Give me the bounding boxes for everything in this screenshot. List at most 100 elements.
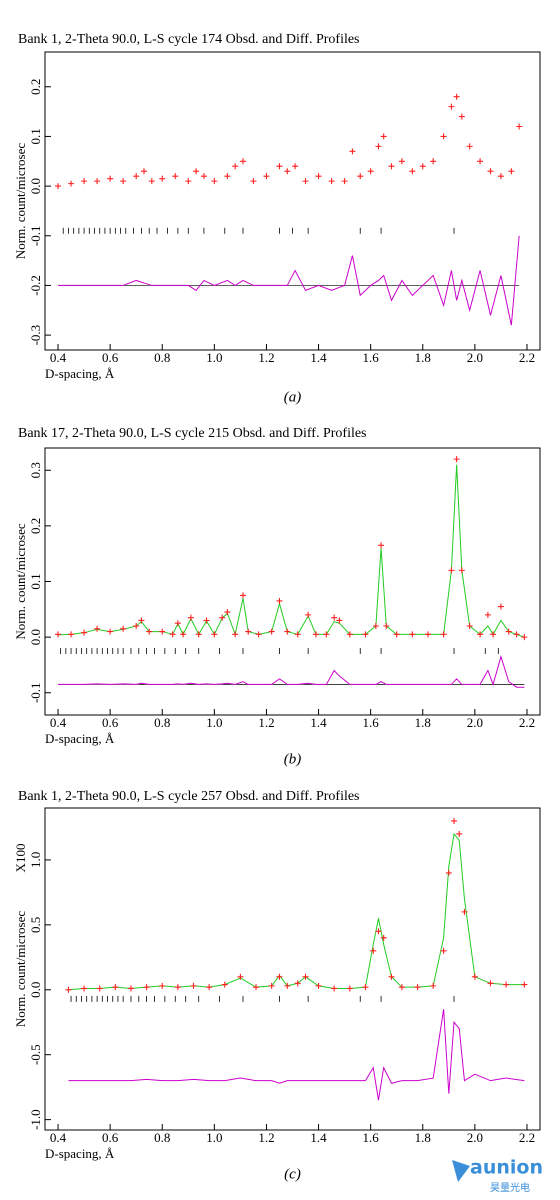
observed-point [409, 631, 416, 638]
observed-point [477, 158, 484, 165]
x-tick-label: 2.2 [519, 350, 535, 365]
observed-point [419, 163, 426, 170]
observed-point [346, 985, 353, 992]
observed-point [148, 178, 155, 185]
observed-point [65, 986, 72, 993]
observed-point [268, 628, 275, 635]
observed-point [206, 984, 213, 991]
observed-point [224, 173, 231, 180]
y-tick-label: 0.5 [28, 917, 43, 933]
x-tick-label: 0.8 [154, 350, 170, 365]
observed-point [141, 168, 147, 175]
observed-point [81, 178, 88, 185]
observed-point [362, 984, 369, 991]
observed-point [224, 609, 231, 616]
observed-point [294, 631, 301, 638]
watermark-subtitle: 昊量光电 [490, 1181, 530, 1194]
observed-point [380, 934, 387, 941]
y-tick-label: 0.2 [28, 79, 43, 95]
observed-point [255, 631, 262, 638]
chart-title: Bank 17, 2-Theta 90.0, L-S cycle 215 Obs… [18, 426, 367, 441]
observed-point [456, 830, 463, 837]
x-tick-label: 1.2 [258, 350, 274, 365]
observed-point [484, 611, 491, 618]
x-tick-label: 1.2 [258, 1130, 274, 1145]
y-tick-label: -0.2 [28, 275, 43, 296]
observed-point [195, 631, 202, 638]
observed-point [477, 631, 484, 638]
y-tick-label: 0.1 [28, 573, 43, 589]
observed-point [414, 984, 421, 991]
observed-point [143, 984, 150, 991]
observed-point [349, 148, 356, 155]
x-tick-label: 0.8 [154, 715, 170, 730]
observed-point [521, 981, 528, 988]
observed-point [448, 567, 455, 574]
observed-point [193, 168, 200, 175]
observed-point [458, 113, 465, 120]
observed-point [169, 631, 176, 638]
observed-point [133, 173, 140, 180]
x-axis-label: D-spacing, Å [45, 731, 115, 746]
y-tick-label: -1.0 [28, 1109, 43, 1130]
observed-point [341, 178, 348, 185]
profile-line [58, 464, 525, 638]
y-tick-label: -0.1 [28, 682, 43, 703]
y-tick-label: -0.3 [28, 325, 43, 346]
profile-line [58, 235, 520, 326]
y-axis-label: Norm. count/microsec [13, 523, 28, 639]
observed-point [367, 168, 374, 175]
observed-point [331, 985, 338, 992]
observed-point [174, 620, 181, 627]
observed-point [159, 628, 166, 635]
observed-point [219, 614, 226, 621]
observed-point [315, 982, 322, 989]
observed-point [315, 173, 322, 180]
observed-point [375, 143, 382, 150]
observed-point [221, 981, 228, 988]
y-tick-label: -0.5 [28, 1044, 43, 1065]
x-tick-label: 1.2 [258, 715, 274, 730]
observed-point [445, 869, 452, 876]
x-tick-label: 1.6 [363, 350, 380, 365]
observed-point [237, 973, 244, 980]
y-tick-label: 0.0 [28, 178, 43, 194]
observed-point [68, 631, 75, 638]
caption: (a) [284, 389, 302, 405]
observed-point [497, 603, 504, 610]
observed-point [284, 982, 291, 989]
observed-point [328, 178, 335, 185]
x-tick-label: 1.6 [363, 1130, 380, 1145]
x-tick-label: 0.6 [102, 715, 119, 730]
observed-point [453, 456, 460, 463]
observed-point [302, 973, 309, 980]
observed-point [380, 133, 387, 140]
observed-point [487, 980, 494, 987]
observed-point [112, 984, 119, 991]
y-axis-label: Norm. count/microsec [13, 911, 28, 1027]
observed-point [240, 592, 246, 599]
observed-point [292, 163, 299, 170]
watermark-logo [452, 1160, 470, 1182]
observed-point [430, 982, 437, 989]
observed-point [362, 631, 369, 638]
observed-point [378, 542, 385, 549]
x-tick-label: 0.4 [50, 350, 67, 365]
observed-point [513, 631, 520, 638]
observed-point [451, 817, 458, 824]
y-tick-label: 0.0 [28, 982, 43, 998]
observed-point [232, 163, 239, 170]
observed-point [81, 985, 88, 992]
observed-point [471, 973, 478, 980]
observed-point [268, 982, 275, 989]
observed-point [388, 163, 395, 170]
x-tick-label: 1.6 [363, 715, 380, 730]
observed-point [68, 180, 75, 187]
x-axis-label: D-spacing, Å [45, 366, 115, 381]
observed-point [146, 628, 153, 635]
x-tick-label: 1.4 [310, 350, 327, 365]
observed-point [232, 631, 239, 638]
observed-point [240, 158, 246, 165]
observed-point [127, 985, 134, 992]
